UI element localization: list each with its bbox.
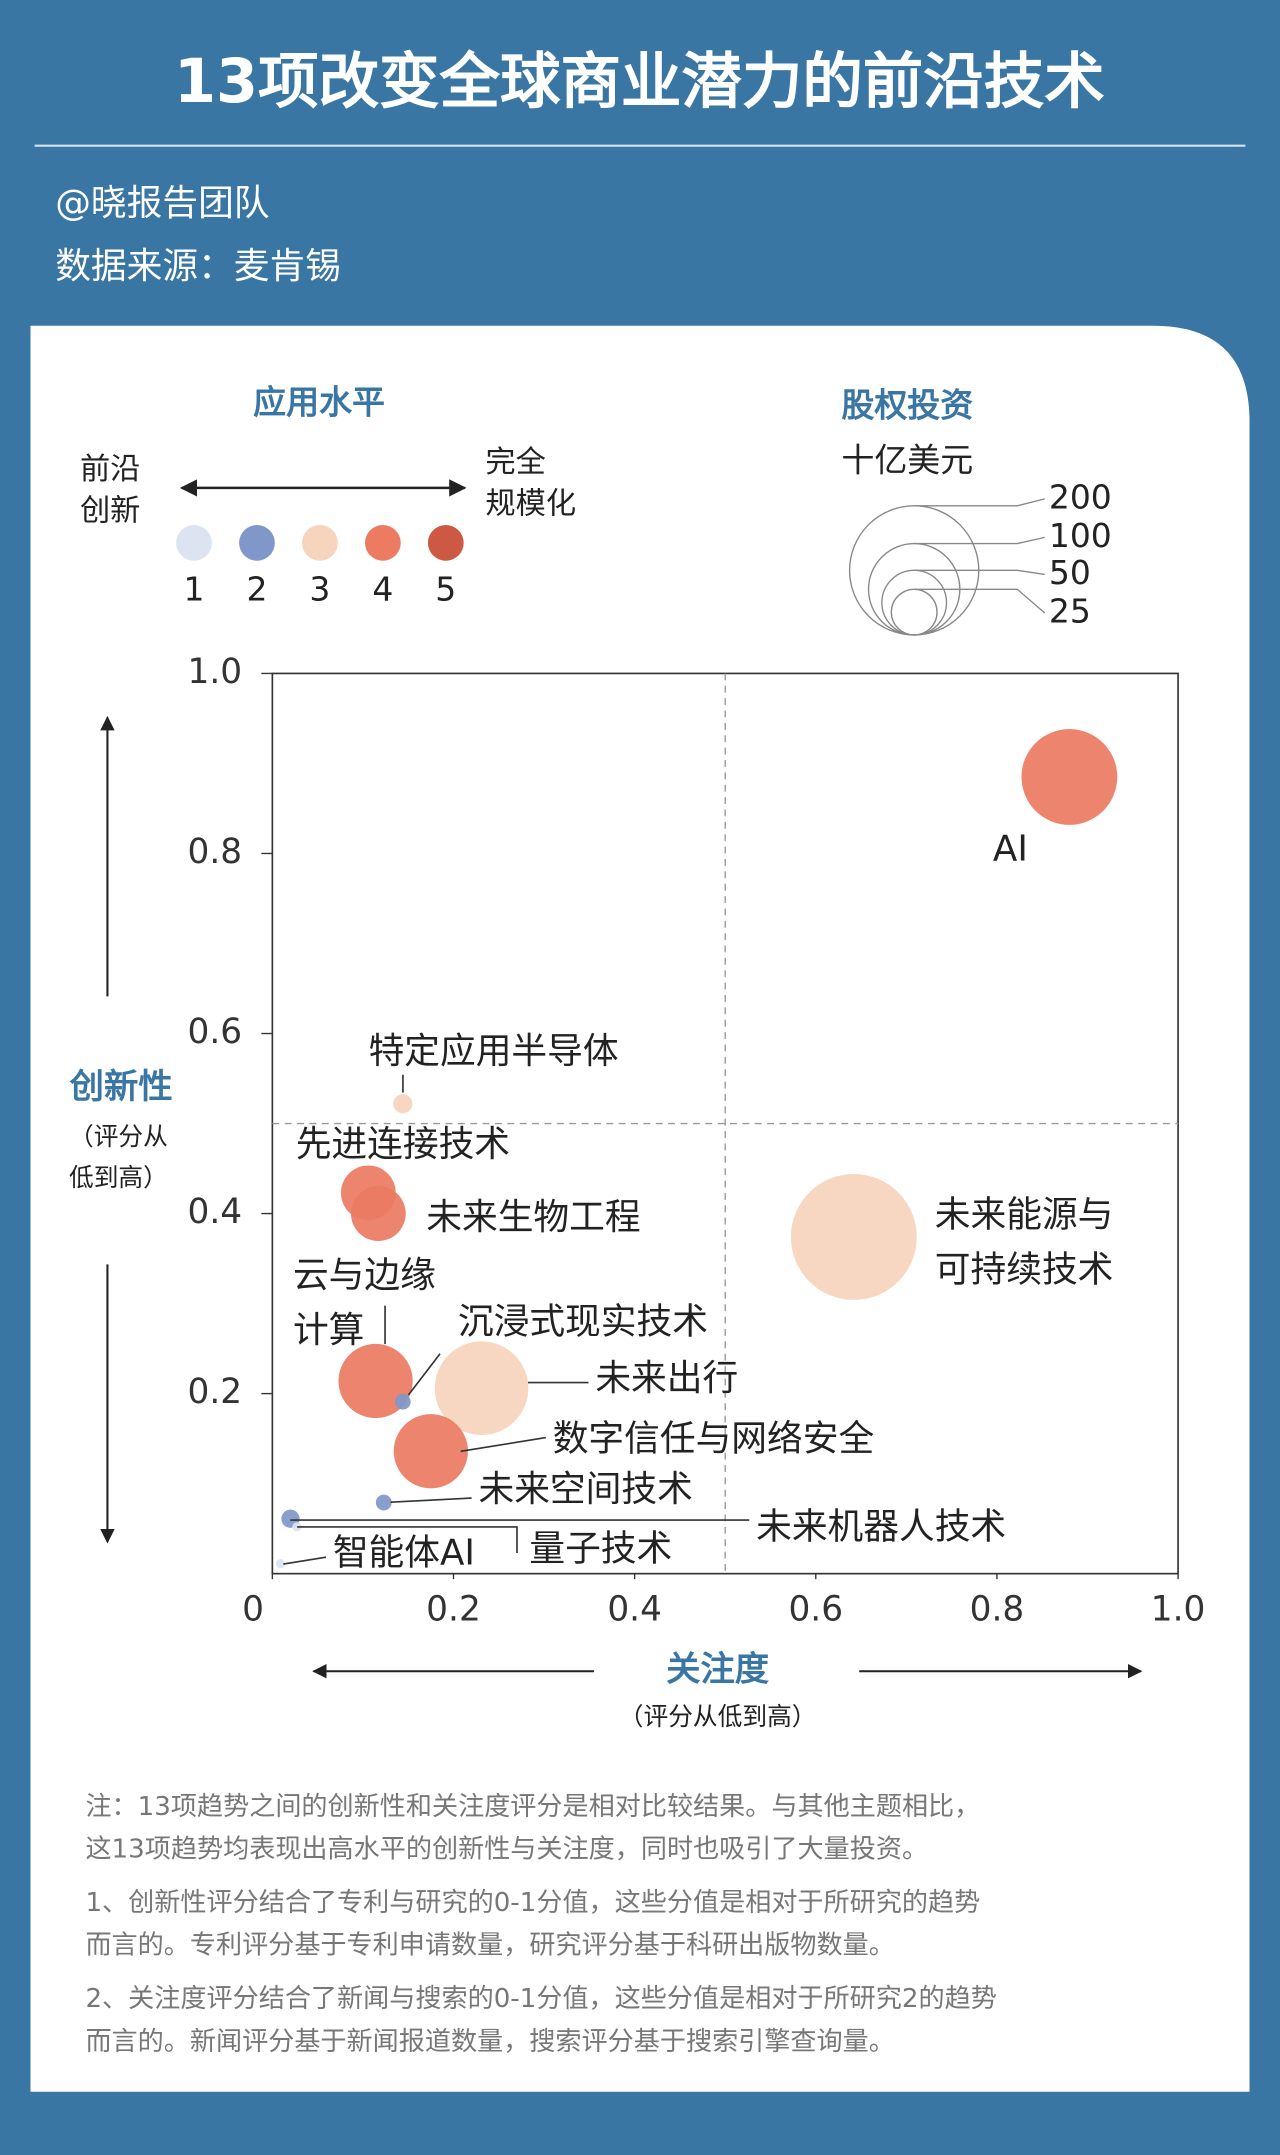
- bubble-label: 先进连接技术: [296, 1124, 510, 1165]
- note-line: 这13项趋势均表现出高水平的创新性与关注度，同时也吸引了大量投资。: [85, 1834, 928, 1864]
- y-tick-label: 0.6: [187, 1012, 242, 1052]
- color-legend-swatch: [239, 525, 275, 561]
- bubble: [393, 1094, 413, 1114]
- y-axis-note: （评分从低到高）: [69, 1122, 168, 1192]
- bubble-label: 未来出行: [595, 1358, 738, 1399]
- color-legend-level: 3: [309, 569, 330, 608]
- color-legend-swatch: [302, 525, 338, 561]
- size-legend-label: 200: [1049, 477, 1112, 516]
- bubble-label: 未来生物工程: [426, 1197, 640, 1238]
- bubble: [434, 1341, 529, 1436]
- bubble-label: 未来机器人技术: [756, 1506, 1006, 1547]
- x-tick-label: 0.6: [788, 1589, 843, 1629]
- x-tick-label: 0: [242, 1589, 264, 1629]
- color-legend-level: 1: [184, 569, 205, 608]
- y-tick-label: 0.4: [187, 1192, 242, 1232]
- size-legend-leader: [914, 588, 1046, 614]
- panel: [30, 325, 1250, 2092]
- bubble: [790, 1174, 917, 1300]
- leader-line: [407, 1353, 441, 1396]
- size-legend-label: 100: [1049, 516, 1112, 555]
- x-axis-title: 关注度: [666, 1650, 770, 1690]
- x-tick-label: 0.8: [970, 1589, 1025, 1629]
- bubble: [393, 1414, 468, 1489]
- bubble: [292, 1522, 302, 1532]
- y-axis-title: 创新性: [69, 1067, 173, 1107]
- source: 数据来源：麦肯锡: [55, 246, 341, 287]
- size-legend-title: 股权投资: [841, 385, 973, 424]
- note-line: 1、创新性评分结合了专利与研究的0-1分值，这些分值是相对于所研究的趋势: [85, 1888, 980, 1918]
- size-legend-label: 25: [1049, 591, 1091, 630]
- bubble-label: 特定应用半导体: [369, 1031, 619, 1072]
- bubble-label: 云与边缘计算: [293, 1255, 436, 1351]
- bubble-label: 量子技术: [529, 1528, 672, 1569]
- x-tick-label: 0.4: [607, 1589, 662, 1629]
- color-legend-swatch: [176, 525, 212, 561]
- page-title: 13项改变全球商业潜力的前沿技术: [174, 47, 1105, 117]
- size-legend-leader: [914, 498, 1045, 507]
- color-legend-right: 完全规模化: [485, 445, 576, 521]
- color-legend-level: 4: [372, 569, 393, 608]
- note-line: 而言的。专利评分基于专利申请数量，研究评分基于科研出版物数量。: [85, 1931, 894, 1961]
- y-tick-label: 0.8: [187, 832, 242, 872]
- author: @晓报告团队: [55, 183, 269, 224]
- leader-line: [297, 1526, 518, 1554]
- bubble: [350, 1186, 406, 1241]
- note-line: 注：13项趋势之间的创新性和关注度评分是相对比较结果。与其他主题相比，: [85, 1792, 980, 1822]
- y-tick-label: 0.2: [187, 1372, 242, 1412]
- bubble: [338, 1343, 413, 1419]
- color-legend-level: 2: [246, 569, 267, 608]
- color-legend-swatch: [364, 525, 401, 561]
- y-tick-label: 1.0: [187, 652, 242, 692]
- bubble: [394, 1393, 411, 1410]
- x-tick-label: 1.0: [1151, 1589, 1206, 1629]
- note-line: 而言的。新闻评分基于新闻报道数量，搜索评分基于搜索引擎查询量。: [85, 2027, 894, 2057]
- leader-line: [460, 1436, 546, 1453]
- color-legend-level: 5: [435, 569, 456, 608]
- leader-line: [283, 1556, 327, 1565]
- size-legend-label: 50: [1049, 553, 1091, 592]
- size-legend-leader: [914, 536, 1045, 545]
- color-legend-left: 前沿创新: [80, 452, 140, 528]
- leader-line: [390, 1497, 472, 1504]
- size-legend-leader: [914, 569, 1045, 576]
- x-tick-label: 0.2: [426, 1589, 481, 1629]
- bubble: [275, 1559, 286, 1569]
- size-legend-unit: 十亿美元: [841, 440, 973, 479]
- bubble-label: 未来能源与可持续技术: [935, 1194, 1114, 1290]
- notes: 注：13项趋势之间的创新性和关注度评分是相对比较结果。与其他主题相比， 这13项趋…: [85, 1792, 996, 2057]
- note-line: 2、关注度评分结合了新闻与搜索的0-1分值，这些分值是相对于所研究2的趋势: [85, 1984, 996, 2014]
- color-legend-title: 应用水平: [253, 383, 385, 422]
- color-legend-swatch: [427, 525, 464, 561]
- bubble-label: 数字信任与网络安全: [553, 1418, 874, 1459]
- x-axis-note: （评分从低到高）: [619, 1702, 817, 1731]
- bubble: [1021, 729, 1118, 825]
- bubble-label: 智能体AI: [333, 1532, 475, 1573]
- bubble-label: 沉浸式现实技术: [458, 1302, 708, 1343]
- bubble: [375, 1494, 392, 1511]
- bubble-label: AI: [993, 829, 1028, 870]
- bubble-label: 未来空间技术: [479, 1469, 693, 1510]
